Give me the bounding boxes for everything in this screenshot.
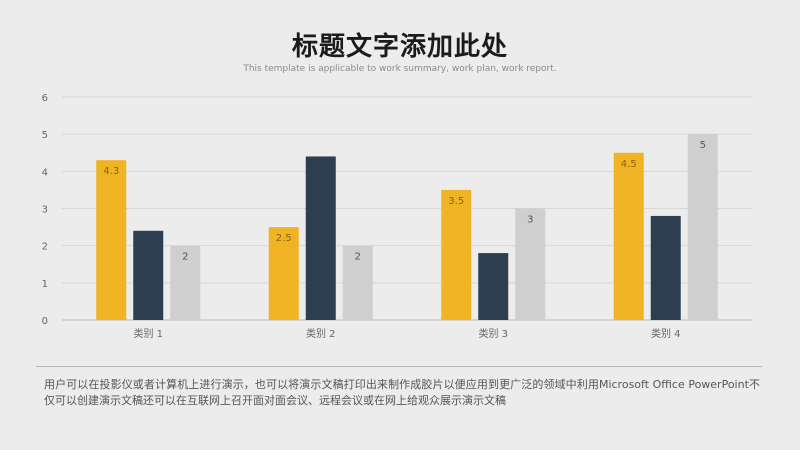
bar (478, 253, 509, 320)
bar (342, 245, 373, 320)
bar (650, 215, 681, 320)
bar (268, 227, 299, 320)
bar-data-label: 3 (527, 215, 533, 226)
bar (170, 245, 201, 320)
bar-data-label: 5 (700, 140, 706, 151)
description-text: 用户可以在投影仪或者计算机上进行演示，也可以将演示文稿打印出来制作成胶片以便应用… (44, 378, 760, 407)
x-tick-label: 类别 2 (306, 327, 336, 340)
bar (441, 189, 472, 320)
bar-data-label: 2 (355, 252, 361, 263)
x-tick-label: 类别 4 (651, 327, 681, 340)
x-tick-label: 类别 1 (133, 327, 163, 340)
bar (687, 134, 718, 320)
bar-data-label: 4.3 (103, 166, 119, 177)
x-tick-label: 类别 3 (478, 327, 508, 340)
bar-data-label: 2 (182, 252, 188, 263)
page-title: 标题文字添加此处 (291, 32, 508, 62)
bar-data-label: 2.5 (276, 233, 292, 244)
y-tick-label: 5 (42, 130, 48, 141)
y-tick-label: 2 (42, 242, 48, 253)
bar-data-label: 4.5 (621, 159, 637, 170)
bar (613, 152, 644, 320)
bar (515, 208, 546, 320)
bar (133, 230, 164, 320)
bar (96, 160, 127, 320)
y-tick-label: 4 (42, 167, 48, 178)
y-tick-label: 6 (42, 93, 48, 104)
divider (36, 366, 762, 367)
bar-data-label: 3.5 (448, 196, 464, 207)
y-tick-label: 0 (42, 316, 48, 327)
y-tick-label: 3 (42, 205, 48, 216)
bar (305, 156, 336, 320)
page-subtitle: This template is applicable to work summ… (243, 64, 557, 74)
y-tick-label: 1 (42, 279, 48, 290)
